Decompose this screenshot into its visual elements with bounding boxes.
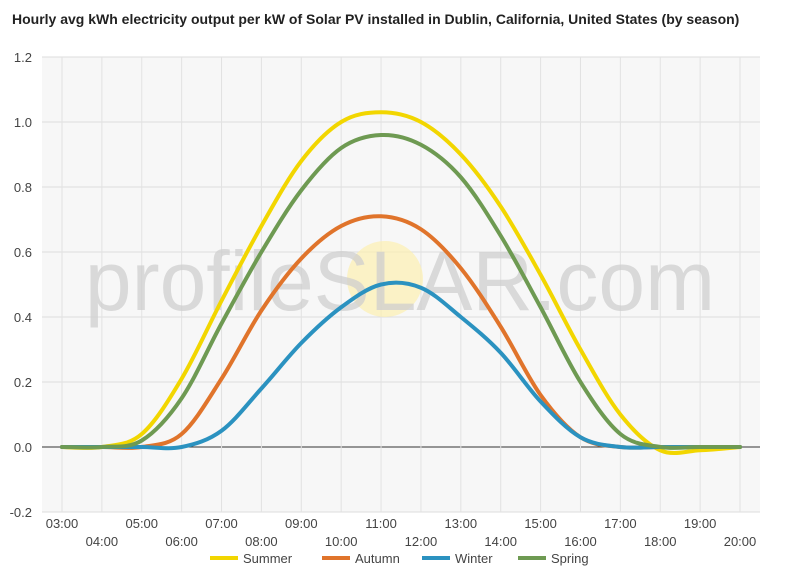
y-tick-label: 0.6 (14, 245, 32, 260)
legend: Summer Autumn Winter Spring (210, 551, 589, 566)
series-line-winter (60, 280, 742, 451)
y-tick-label: 0.0 (14, 440, 32, 455)
y-tick-label: 0.2 (14, 375, 32, 390)
x-tick-label: 12:00 (405, 534, 438, 549)
x-tick-label: 11:00 (365, 516, 397, 531)
x-tick-label: 19:00 (684, 516, 717, 531)
x-tick-label: 18:00 (644, 534, 677, 549)
x-tick-label: 14:00 (484, 534, 517, 549)
series-line-spring (60, 132, 742, 450)
legend-label-summer: Summer (243, 551, 293, 566)
series-line-summer (60, 110, 742, 456)
y-tick-label: -0.2 (10, 505, 32, 520)
x-tick-label: 15:00 (524, 516, 557, 531)
legend-label-winter: Winter (455, 551, 493, 566)
x-tick-label: 10:00 (325, 534, 358, 549)
x-axis: 03:00 04:00 05:00 06:00 07:00 08:00 09:00 10:00… (46, 516, 757, 549)
x-tick-label: 08:00 (245, 534, 278, 549)
y-axis: 1.2 1.0 0.8 0.6 0.4 0.2 0.0 -0.2 (10, 50, 32, 520)
x-tick-label: 05:00 (125, 516, 158, 531)
x-tick-label: 13:00 (445, 516, 478, 531)
series-lines (60, 110, 742, 456)
x-tick-label: 03:00 (46, 516, 79, 531)
x-tick-label: 20:00 (724, 534, 757, 549)
y-tick-label: 1.0 (14, 115, 32, 130)
x-tick-label: 16:00 (564, 534, 597, 549)
y-tick-label: 0.4 (14, 310, 32, 325)
grid-lines (42, 56, 760, 513)
x-tick-label: 06:00 (165, 534, 198, 549)
legend-label-autumn: Autumn (355, 551, 400, 566)
legend-label-spring: Spring (551, 551, 589, 566)
x-tick-label: 07:00 (205, 516, 238, 531)
x-tick-label: 17:00 (604, 516, 637, 531)
y-tick-label: 1.2 (14, 50, 32, 65)
y-tick-label: 0.8 (14, 180, 32, 195)
x-tick-label: 04:00 (86, 534, 119, 549)
x-tick-label: 09:00 (285, 516, 318, 531)
chart-title: Hourly avg kWh electricity output per kW… (12, 11, 740, 27)
watermark-sun-icon (347, 241, 423, 317)
